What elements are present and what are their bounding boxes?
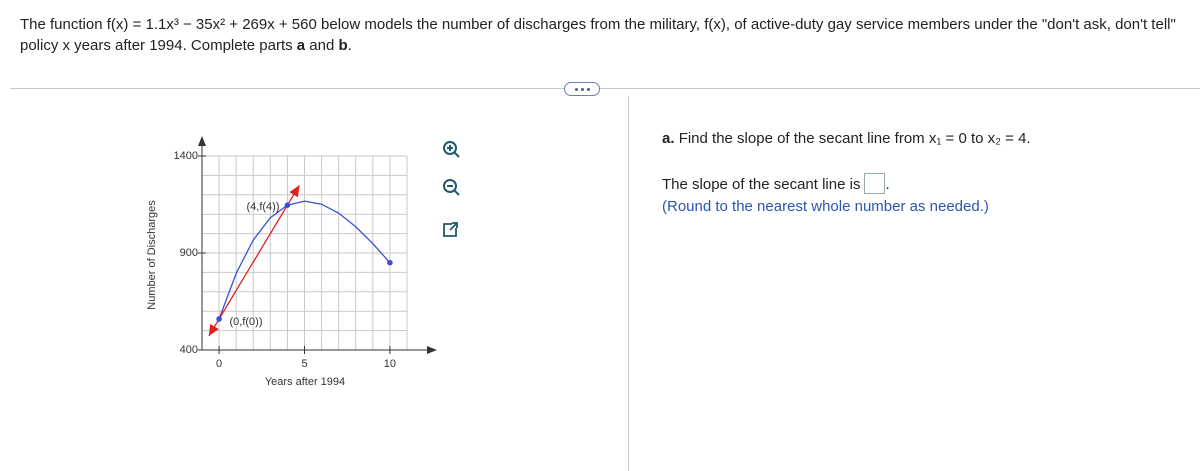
question: a. Find the slope of the secant line fro…: [662, 130, 1182, 147]
answer-prefix: The slope of the secant line is: [662, 176, 861, 193]
separator: [10, 88, 1200, 89]
dot: [575, 88, 578, 91]
part-label: a.: [662, 130, 675, 147]
note: (Round to the nearest whole number as ne…: [662, 198, 989, 215]
zoom-in-icon[interactable]: [443, 141, 460, 158]
text: b: [338, 37, 348, 54]
text: a: [296, 37, 306, 54]
answer-input[interactable]: [864, 173, 886, 194]
question-panel: a. Find the slope of the secant line fro…: [662, 130, 1182, 218]
x-tick-label: 0: [216, 358, 222, 370]
more-button[interactable]: [564, 82, 600, 96]
dot: [587, 88, 590, 91]
zoom-out-icon[interactable]: [443, 179, 460, 196]
point: [216, 316, 222, 322]
point: [284, 202, 291, 208]
answer-line: The slope of the secant line is.: [662, 173, 1182, 196]
y-axis-arrow: [198, 136, 206, 146]
x-tick-label: 10: [384, 358, 396, 370]
text: and: [305, 37, 339, 54]
text: The function f(x) = 1.1x³ − 35x² + 269x …: [20, 16, 1176, 54]
y-tick-label: 400: [180, 344, 198, 356]
point-label: (0,f(0)): [230, 316, 263, 328]
x-axis-arrow: [427, 346, 437, 354]
y-tick-label: 900: [180, 247, 198, 259]
text: .: [347, 37, 352, 54]
point: [387, 259, 393, 266]
divider: [628, 96, 629, 471]
point-label: (4,f(4)): [247, 201, 280, 213]
chart: Years after 1994 Number of Discharges 0 5…: [146, 136, 460, 388]
arrowhead: [208, 324, 219, 337]
curve: [218, 200, 391, 320]
x-tick-label: 5: [301, 358, 307, 370]
x-axis-title: Years after 1994: [265, 376, 345, 388]
question-text: Find the slope of the secant line from x…: [678, 130, 1031, 147]
y-tick-label: 1400: [174, 150, 198, 162]
y-axis-title: Number of Discharges: [146, 200, 158, 310]
dot: [581, 88, 584, 91]
arrowhead: [289, 185, 300, 198]
problem-statement: The function f(x) = 1.1x³ − 35x² + 269x …: [20, 14, 1185, 56]
answer-suffix: .: [885, 176, 890, 193]
secant-line: [208, 184, 300, 337]
open-external-icon[interactable]: [443, 222, 458, 237]
